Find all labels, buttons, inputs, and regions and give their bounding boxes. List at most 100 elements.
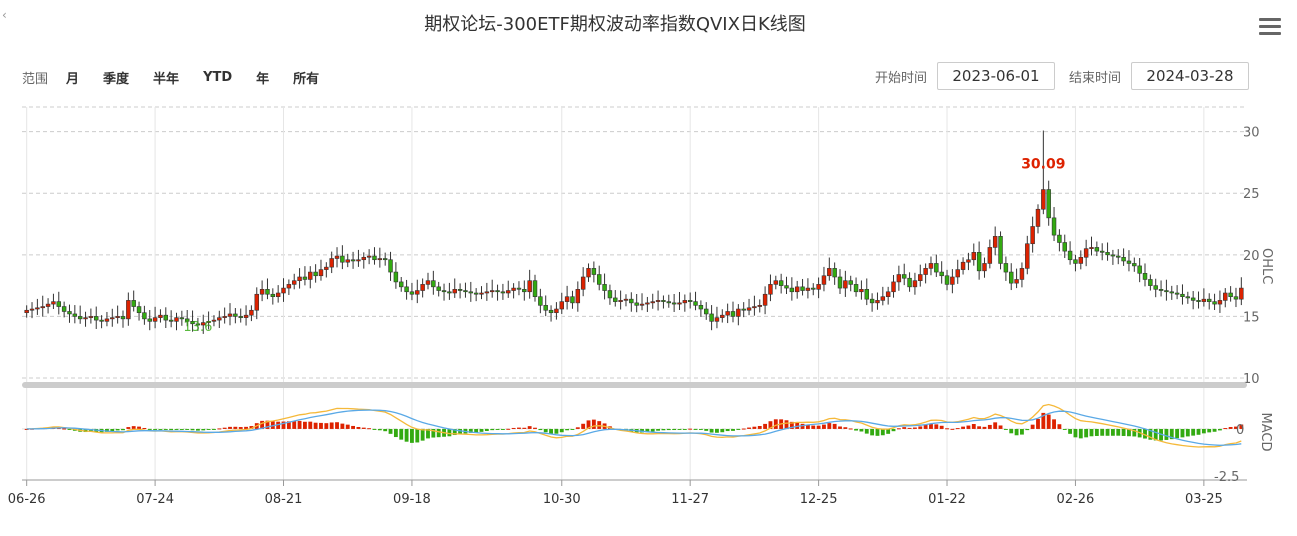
x-tick-label: 12-25 — [800, 492, 838, 507]
macd-histogram-bar — [1239, 424, 1244, 429]
candle-body — [998, 236, 1003, 264]
end-date-input[interactable]: 2024-03-28 — [1131, 62, 1249, 90]
macd-histogram-bar — [1201, 428, 1206, 434]
macd-histogram-bar — [265, 420, 270, 429]
candle-body — [265, 289, 270, 295]
macd-histogram-bar — [415, 428, 420, 443]
macd-histogram-bar — [950, 428, 955, 430]
candle-body — [286, 284, 292, 289]
candle-body — [554, 308, 559, 314]
max-value-label: 30.09 — [1021, 157, 1065, 173]
candle-body — [190, 321, 195, 325]
macd-histogram-bar — [998, 425, 1003, 429]
x-tick-label: 06-26 — [8, 492, 46, 507]
candle-body — [987, 247, 993, 264]
macd-histogram-bar — [115, 428, 120, 431]
macd-histogram-bar — [538, 428, 543, 431]
macd-histogram-bar — [206, 428, 211, 430]
macd-histogram-bar — [313, 422, 318, 429]
range-button-month[interactable]: 月 — [66, 72, 80, 87]
candle-body — [918, 274, 923, 281]
macd-histogram-bar — [137, 426, 141, 429]
candle-body — [345, 259, 350, 263]
candle-body — [1110, 254, 1116, 257]
collapse-arrow-icon[interactable]: ‹ — [2, 8, 7, 22]
macd-histogram-bar — [212, 428, 216, 430]
candle-body — [661, 300, 666, 302]
range-button-ytd[interactable]: YTD — [203, 70, 233, 85]
candle-body — [634, 302, 639, 306]
macd-histogram-bar — [682, 428, 687, 430]
candle-body — [698, 305, 704, 310]
candle-body — [457, 289, 463, 291]
macd-histogram-bar — [1052, 419, 1056, 429]
macd-histogram-bar — [500, 428, 505, 430]
ohlc-axis-label: OHLC — [1259, 248, 1274, 284]
range-button-half-year[interactable]: 半年 — [153, 72, 180, 87]
macd-histogram-bar — [351, 425, 356, 429]
candle-body — [275, 292, 281, 298]
candle-body — [29, 308, 35, 311]
candle-body — [217, 317, 222, 321]
candle-body — [1030, 226, 1035, 245]
macd-histogram-bar — [1073, 428, 1078, 438]
candle-body — [613, 297, 618, 302]
range-button-year[interactable]: 年 — [256, 72, 270, 87]
macd-histogram-bar — [517, 427, 521, 429]
macd-histogram-bar — [880, 428, 885, 436]
navigator-scrollbar[interactable] — [22, 382, 1247, 388]
x-tick-label: 11-27 — [671, 492, 709, 507]
candle-body — [1196, 300, 1201, 302]
macd-histogram-bar — [1057, 424, 1062, 429]
macd-histogram-bar — [153, 428, 158, 430]
candle-body — [88, 316, 94, 318]
candle-body — [832, 268, 837, 278]
macd-histogram-bar — [570, 428, 575, 430]
candle-body — [992, 236, 998, 248]
macd-histogram-bar — [1143, 428, 1147, 439]
candle-body — [623, 298, 629, 301]
candle-body — [778, 280, 784, 286]
candle-body — [811, 287, 816, 290]
candle-body — [607, 290, 613, 299]
macd-axis-label: MACD — [1258, 413, 1273, 452]
macd-histogram-bar — [426, 428, 430, 439]
macd-histogram-bar — [110, 428, 115, 432]
candle-body — [377, 258, 383, 261]
candle-body — [885, 291, 891, 298]
candle-body — [1164, 290, 1169, 293]
macd-histogram-bar — [506, 428, 511, 430]
macd-histogram-bar — [939, 425, 944, 429]
macd-histogram-bar — [393, 428, 398, 438]
candle-body — [666, 301, 672, 304]
macd-histogram-bar — [329, 422, 334, 429]
hamburger-menu-icon[interactable] — [1259, 18, 1281, 36]
candle-body — [704, 308, 709, 315]
macd-histogram-bar — [447, 428, 452, 437]
candle-body — [120, 316, 126, 320]
macd-histogram-bar — [565, 428, 570, 431]
macd-histogram-bar — [511, 427, 516, 429]
candle-body — [441, 290, 447, 293]
candle-body — [522, 289, 527, 293]
candle-body — [677, 302, 682, 305]
macd-histogram-bar — [147, 428, 152, 430]
range-button-all[interactable]: 所有 — [293, 72, 320, 87]
candle-body — [1041, 189, 1046, 210]
candle-body — [206, 321, 211, 323]
start-date-input[interactable]: 2023-06-01 — [936, 62, 1055, 90]
macd-histogram-bar — [340, 423, 345, 429]
candle-body — [1019, 268, 1025, 280]
macd-histogram-bar — [399, 428, 404, 440]
macd-histogram-bar — [324, 423, 329, 429]
range-button-quarter[interactable]: 季度 — [103, 72, 130, 87]
macd-histogram-bar — [902, 427, 907, 429]
candle-body — [318, 269, 324, 277]
macd-histogram-bar — [1234, 426, 1238, 429]
candle-body — [714, 317, 720, 322]
candle-body — [291, 280, 297, 285]
macd-histogram-bar — [222, 427, 227, 429]
date-range: 开始时间 2023-06-01 结束时间 2024-03-28 — [861, 62, 1249, 90]
macd-histogram-bar — [404, 428, 409, 442]
macd-histogram-bar — [715, 428, 719, 433]
